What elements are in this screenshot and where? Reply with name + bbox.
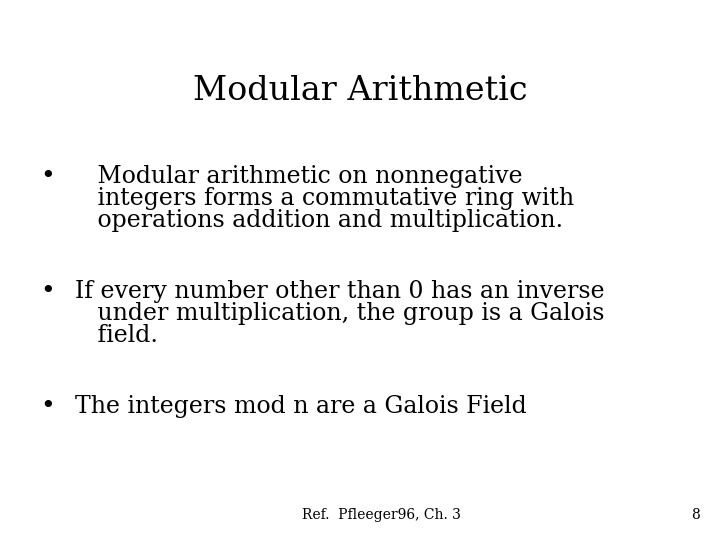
- Text: 8: 8: [691, 508, 700, 522]
- Text: operations addition and multiplication.: operations addition and multiplication.: [75, 209, 563, 232]
- Text: The integers mod n are a Galois Field: The integers mod n are a Galois Field: [75, 395, 527, 418]
- Text: integers forms a commutative ring with: integers forms a commutative ring with: [75, 187, 574, 210]
- Text: Modular arithmetic on nonnegative: Modular arithmetic on nonnegative: [75, 165, 523, 188]
- Text: field.: field.: [75, 324, 158, 347]
- Text: •: •: [40, 165, 55, 188]
- Text: If every number other than 0 has an inverse: If every number other than 0 has an inve…: [75, 280, 605, 303]
- Text: under multiplication, the group is a Galois: under multiplication, the group is a Gal…: [75, 302, 605, 325]
- Text: Modular Arithmetic: Modular Arithmetic: [193, 75, 527, 107]
- Text: •: •: [40, 280, 55, 303]
- Text: Ref.  Pfleeger96, Ch. 3: Ref. Pfleeger96, Ch. 3: [302, 508, 462, 522]
- Text: •: •: [40, 395, 55, 418]
